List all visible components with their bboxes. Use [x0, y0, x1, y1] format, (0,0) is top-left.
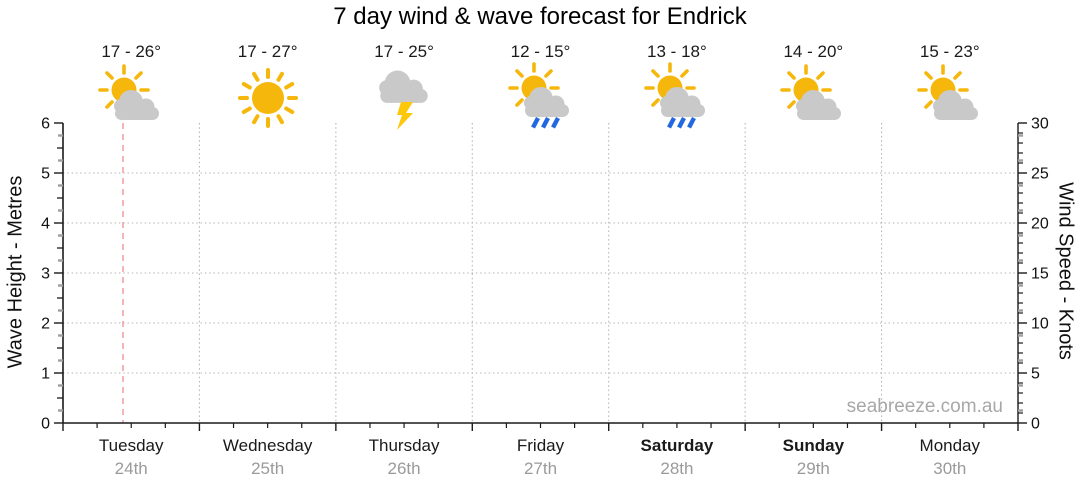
weather-icon-partly-cloudy: [916, 64, 978, 120]
day-date-label: 26th: [387, 459, 421, 478]
weather-icon-sunny: [237, 68, 298, 128]
day-date-label: 24th: [114, 459, 148, 478]
right-axis: 0 5 10 15 20 25 30: [1018, 116, 1049, 433]
temp-range-label: 12 - 15°: [510, 42, 571, 61]
right-tick-label: 20: [1031, 216, 1049, 233]
temp-range-label: 14 - 20°: [783, 42, 844, 61]
cloud-shape: [114, 90, 160, 120]
right-tick-label: 0: [1031, 416, 1040, 433]
chart-title: 7 day wind & wave forecast for Endrick: [333, 3, 747, 30]
weather-icon-partly-cloudy: [773, 64, 853, 126]
right-tick-label: 5: [1031, 366, 1040, 383]
day-date-label: 25th: [251, 459, 285, 478]
temp-range-label: 17 - 26°: [101, 42, 162, 61]
day-name-label: Thursday: [368, 436, 440, 455]
weather-icon-thunderstorm: [379, 70, 428, 130]
day-name-label: Monday: [919, 436, 981, 455]
day-date-label: 30th: [933, 459, 967, 478]
cloud-shape: [932, 90, 978, 120]
right-tick-label: 15: [1031, 266, 1049, 283]
temp-range-label: 17 - 25°: [374, 42, 434, 61]
gridlines: [63, 123, 1018, 423]
day-date-label: 29th: [796, 459, 830, 478]
day-date-label: 27th: [523, 459, 558, 478]
left-tick-label: 6: [41, 116, 50, 133]
watermark: seabreeze.com.au: [846, 396, 1003, 417]
day-date-label: 28th: [660, 459, 694, 478]
weather-icon-rain-showers: [501, 62, 581, 129]
left-tick-label: 4: [41, 216, 50, 233]
left-tick-label: 2: [41, 316, 50, 333]
weather-icon-partly-cloudy: [780, 64, 842, 120]
bottom-axis: [62, 423, 1019, 431]
right-tick-label: 10: [1031, 316, 1049, 333]
temp-range-label: 13 - 18°: [647, 42, 707, 61]
weather-icon-partly-cloudy: [910, 64, 990, 126]
lightning-bolt: [397, 102, 414, 130]
cloud-shape: [523, 87, 569, 117]
temp-range-label: 17 - 27°: [237, 42, 298, 61]
day-name-label: Sunday: [782, 436, 845, 455]
left-tick-label: 5: [41, 166, 50, 183]
weather-icon-partly-cloudy: [91, 64, 171, 126]
right-tick-label: 30: [1031, 116, 1049, 133]
day-name-label: Wednesday: [222, 436, 313, 455]
left-tick-label: 3: [41, 266, 50, 283]
weather-icon-thunderstorm: [364, 68, 444, 130]
weather-icon-rain-showers: [644, 62, 705, 129]
weather-icon-rain-showers: [507, 62, 569, 129]
day-name-label: Friday: [516, 436, 565, 455]
weather-icon-rain-showers: [637, 62, 717, 129]
temp-range-label: 15 - 23°: [919, 42, 980, 61]
left-axis: 0 1 2 3 4 5 6: [41, 116, 63, 433]
weather-icon-partly-cloudy: [98, 64, 160, 120]
day-name-label: Saturday: [640, 436, 714, 455]
right-tick-label: 25: [1031, 166, 1049, 183]
left-tick-label: 0: [41, 416, 50, 433]
left-tick-label: 1: [41, 366, 50, 383]
cloud-shape: [796, 90, 842, 120]
day-name-label: Tuesday: [98, 436, 164, 455]
cloud-shape: [379, 70, 428, 103]
weather-icon-sunny: [228, 68, 308, 128]
cloud-shape: [659, 87, 705, 117]
